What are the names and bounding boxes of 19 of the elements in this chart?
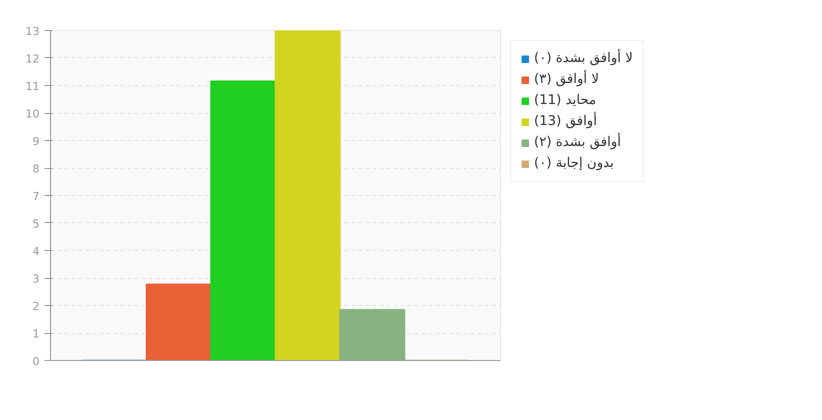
- y-tick-label: 3: [32, 272, 40, 286]
- legend-label: بدون إجابة (٠): [534, 156, 614, 171]
- y-tick-label: 4: [32, 245, 40, 258]
- legend-label: أوافق بشدة (٢): [534, 135, 621, 150]
- y-tick-label: 13: [26, 25, 40, 38]
- y-tick-label: 9: [32, 134, 40, 148]
- y-tick-label: 0: [32, 355, 40, 368]
- legend-label: محايد (11): [534, 93, 596, 108]
- y-tick-label: 11: [26, 80, 40, 94]
- y-tick-label: 2: [32, 300, 40, 313]
- y-tick-label: 12: [26, 52, 40, 66]
- y-tick-label: 5: [32, 217, 40, 230]
- y-tick-label: 1: [32, 328, 40, 341]
- y-tick-label: 8: [32, 162, 40, 176]
- y-tick-label: 7: [32, 190, 40, 203]
- y-tick-label: 10: [26, 108, 40, 120]
- legend-label: أوافق (13): [534, 114, 597, 129]
- legend-label: لا أوافق (٣): [534, 72, 599, 87]
- legend-label: لا أوافق بشدة (٠): [534, 51, 633, 66]
